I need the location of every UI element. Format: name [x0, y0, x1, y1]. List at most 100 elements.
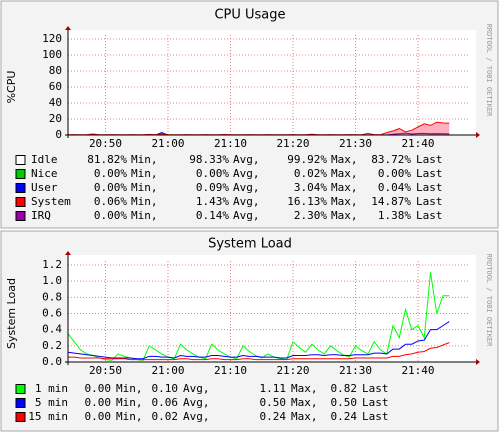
- x-tick-label: 21:30: [339, 137, 372, 150]
- series-line: [67, 321, 450, 360]
- legend-stat: 99.92%: [287, 153, 327, 166]
- legend-stat: 0.09%: [196, 181, 229, 194]
- x-tick-label: 21:10: [214, 364, 247, 377]
- legend-stat: 0.10: [152, 382, 179, 395]
- legend-stat: 0.04%: [378, 181, 411, 194]
- legend-swatch: [15, 155, 26, 165]
- legend-name: 15 min: [28, 410, 68, 423]
- y-tick-label: 0.6: [42, 307, 62, 320]
- legend-stat: 1.43%: [196, 195, 229, 208]
- y-tick-label: 0.4: [42, 323, 62, 336]
- legend-swatch: [15, 197, 26, 207]
- legend-swatch: [15, 169, 26, 179]
- x-tick-label: 21:20: [276, 137, 309, 150]
- plot-area: [68, 30, 476, 135]
- legend-name: Nice: [31, 167, 58, 180]
- legend-stat-label: Max,: [331, 209, 358, 222]
- x-tick-label: 21:40: [401, 137, 434, 150]
- legend-stat: 0.00%: [94, 209, 127, 222]
- y-tick-label: 60: [49, 80, 62, 93]
- y-tick-label: 20: [49, 112, 62, 125]
- legend-stat-label: Last: [416, 209, 443, 222]
- y-axis-label: System Load: [5, 278, 18, 349]
- legend-stat: 2.30%: [294, 209, 327, 222]
- legend-stat: 14.87%: [371, 195, 411, 208]
- legend-stat-label: Max,: [291, 396, 318, 409]
- legend-stat-label: Min,: [131, 209, 158, 222]
- legend-stat-label: Avg,: [183, 410, 210, 423]
- y-tick-label: 0.0: [42, 355, 62, 368]
- x-tick-label: 21:00: [151, 364, 184, 377]
- x-tick-label: 20:50: [89, 364, 122, 377]
- legend-stat: 0.50: [331, 396, 358, 409]
- watermark: RRDTOOL / TOBI OETIKER: [485, 24, 493, 118]
- legend-name: 1 min: [35, 382, 68, 395]
- y-tick-label: 0.8: [42, 290, 62, 303]
- x-tick-label: 20:50: [89, 137, 122, 150]
- legend-name: IRQ: [31, 209, 51, 222]
- legend-stat: 0.06%: [94, 195, 127, 208]
- legend-stat-label: Max,: [331, 167, 358, 180]
- legend-swatch: [15, 412, 26, 422]
- legend-stat: 16.13%: [287, 195, 327, 208]
- legend-stat: 1.38%: [378, 209, 411, 222]
- legend-stat-label: Avg,: [233, 209, 260, 222]
- y-tick-label: 120: [42, 32, 62, 45]
- legend-swatch: [15, 384, 26, 394]
- legend-stat: 0.00%: [196, 167, 229, 180]
- legend-swatch: [15, 183, 26, 193]
- legend-stat: 98.33%: [189, 153, 229, 166]
- legend-stat: 0.24: [260, 410, 287, 423]
- y-axis-arrow: [65, 251, 71, 255]
- legend-stat-label: Max,: [331, 153, 358, 166]
- legend-stat: 0.00%: [94, 181, 127, 194]
- legend-swatch: [15, 211, 26, 221]
- legend-stat: 0.06: [152, 396, 179, 409]
- legend-name: System: [31, 195, 71, 208]
- x-tick-label: 21:10: [214, 137, 247, 150]
- y-tick-label: 40: [49, 96, 62, 109]
- chart-title: System Load: [208, 237, 292, 252]
- y-tick-label: 80: [49, 64, 62, 77]
- legend-stat-label: Min,: [131, 195, 158, 208]
- legend-stat: 0.24: [331, 410, 358, 423]
- legend-stat-label: Avg,: [233, 181, 260, 194]
- legend-stat-label: Max,: [331, 181, 358, 194]
- legend-stat-label: Max,: [291, 410, 318, 423]
- legend-stat-label: Last: [362, 382, 389, 395]
- legend-stat-label: Last: [362, 396, 389, 409]
- legend-stat: 3.04%: [294, 181, 327, 194]
- legend-stat: 0.14%: [196, 209, 229, 222]
- legend-name: Idle: [31, 153, 58, 166]
- y-tick-label: 1.0: [42, 274, 62, 287]
- series-line: [68, 342, 450, 361]
- legend-stat-label: Avg,: [233, 153, 260, 166]
- x-tick-label: 21:20: [276, 364, 309, 377]
- legend-stat-label: Min,: [116, 396, 143, 409]
- legend-stat-label: Last: [362, 410, 389, 423]
- legend-stat-label: Min,: [131, 153, 158, 166]
- y-tick-label: 1.2: [42, 258, 62, 271]
- y-axis-arrow: [65, 26, 71, 30]
- legend-stat: 0.02: [152, 410, 179, 423]
- watermark: RRDTOOL / TOBI OETIKER: [485, 254, 493, 348]
- legend-stat: 0.82: [331, 382, 358, 395]
- y-tick-label: 0: [55, 128, 62, 141]
- chart-title: CPU Usage: [214, 8, 285, 23]
- legend-stat-label: Max,: [331, 195, 358, 208]
- x-tick-label: 21:40: [401, 364, 434, 377]
- legend-stat: 0.00: [85, 396, 112, 409]
- legend-stat-label: Last: [416, 195, 443, 208]
- legend-swatch: [15, 398, 26, 408]
- legend-stat: 0.00%: [94, 167, 127, 180]
- legend-stat-label: Min,: [116, 382, 143, 395]
- legend-stat: 0.02%: [294, 167, 327, 180]
- legend-stat: 0.00: [85, 410, 112, 423]
- legend-stat-label: Avg,: [183, 396, 210, 409]
- legend-stat-label: Min,: [131, 181, 158, 194]
- legend-stat: 0.50: [260, 396, 287, 409]
- legend-stat: 81.82%: [87, 153, 127, 166]
- legend-stat-label: Min,: [131, 167, 158, 180]
- y-tick-label: 0.2: [42, 339, 62, 352]
